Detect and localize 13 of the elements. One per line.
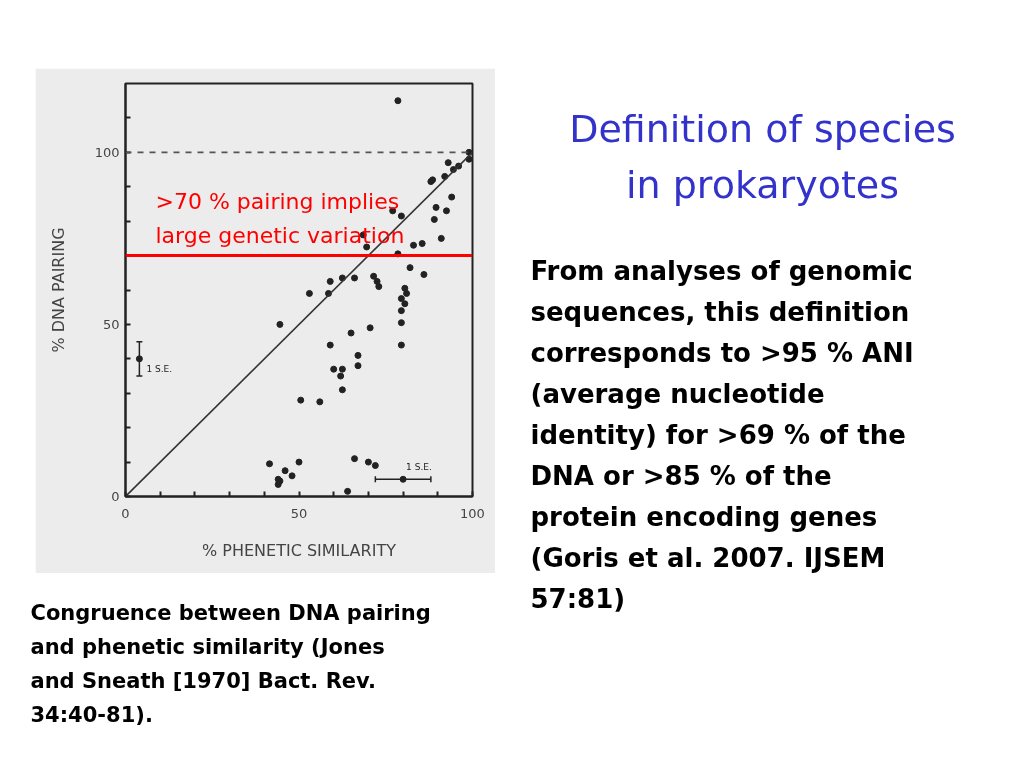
text: Congruence between DNA pairing and phenetic similarity (Jones and Sneath [1970] Bact. Rev. 34:40-81). [30, 600, 431, 727]
y-tick-label: 50 [102, 316, 120, 332]
text: Definition of species in prokaryotes [569, 106, 956, 207]
y-tick-label: 0 [111, 489, 120, 504]
x-axis-title: % PHENETIC SIMILARITY [202, 540, 397, 560]
text: From analyses of genomic sequences, this definition corresponds to >95 % ANI (average nucleotide identity) for >69 % of the DNA or >85 % of the protein encoding genes (Goris et al. 2007. IJSEM 57:81) [530, 255, 914, 614]
series-label: 1 S.E. [146, 363, 173, 374]
x-tick-label: 0 [121, 505, 130, 521]
x-tick-label: 50 [290, 505, 308, 521]
y-axis-title: % DNA PAIRING [48, 227, 68, 353]
y-tick-label: 100 [94, 144, 120, 160]
series-label: 1 S.E. [406, 462, 432, 473]
x-tick-label: 100 [460, 505, 485, 521]
